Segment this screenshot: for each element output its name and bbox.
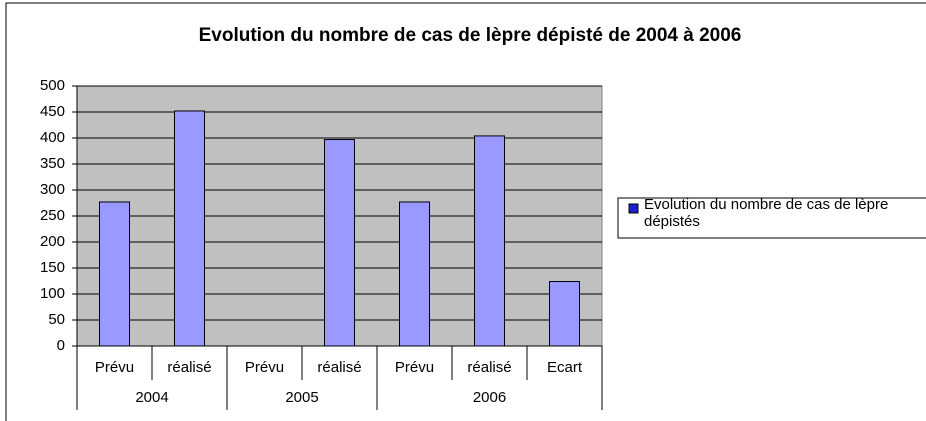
legend-box xyxy=(617,197,926,239)
bar xyxy=(549,281,580,347)
x-group-label: 2004 xyxy=(135,389,168,406)
bar xyxy=(324,139,355,347)
x-tick-label: Prévu xyxy=(245,359,284,376)
y-tick-label: 350 xyxy=(40,155,65,172)
y-tick-label: 100 xyxy=(40,285,65,302)
x-group-label: 2005 xyxy=(285,389,318,406)
chart-title: Evolution du nombre de cas de lèpre dépi… xyxy=(199,25,742,46)
bar xyxy=(474,135,505,347)
legend-label: Evolution du nombre de cas de lèpre dépi… xyxy=(644,196,889,230)
y-tick-label: 150 xyxy=(40,259,65,276)
y-tick-label: 200 xyxy=(40,233,65,250)
y-tick-label: 50 xyxy=(48,311,65,328)
x-tick-label: Prévu xyxy=(395,359,434,376)
x-group-label: 2006 xyxy=(473,389,506,406)
x-tick-label: réalisé xyxy=(167,359,211,376)
bar xyxy=(174,110,205,347)
y-tick-label: 400 xyxy=(40,129,65,146)
x-tick-label: réalisé xyxy=(467,359,511,376)
bar xyxy=(399,201,430,347)
legend-swatch xyxy=(628,203,639,214)
y-tick-label: 450 xyxy=(40,103,65,120)
legend-entry: Evolution du nombre de cas de lèpre dépi… xyxy=(644,196,889,230)
x-tick-label: Prévu xyxy=(95,359,134,376)
y-tick-label: 500 xyxy=(40,77,65,94)
x-tick-label: Ecart xyxy=(547,359,583,376)
x-tick-label: réalisé xyxy=(317,359,361,376)
y-tick-label: 250 xyxy=(40,207,65,224)
bar xyxy=(99,201,130,347)
y-tick-label: 0 xyxy=(57,337,65,354)
y-tick-label: 300 xyxy=(40,181,65,198)
